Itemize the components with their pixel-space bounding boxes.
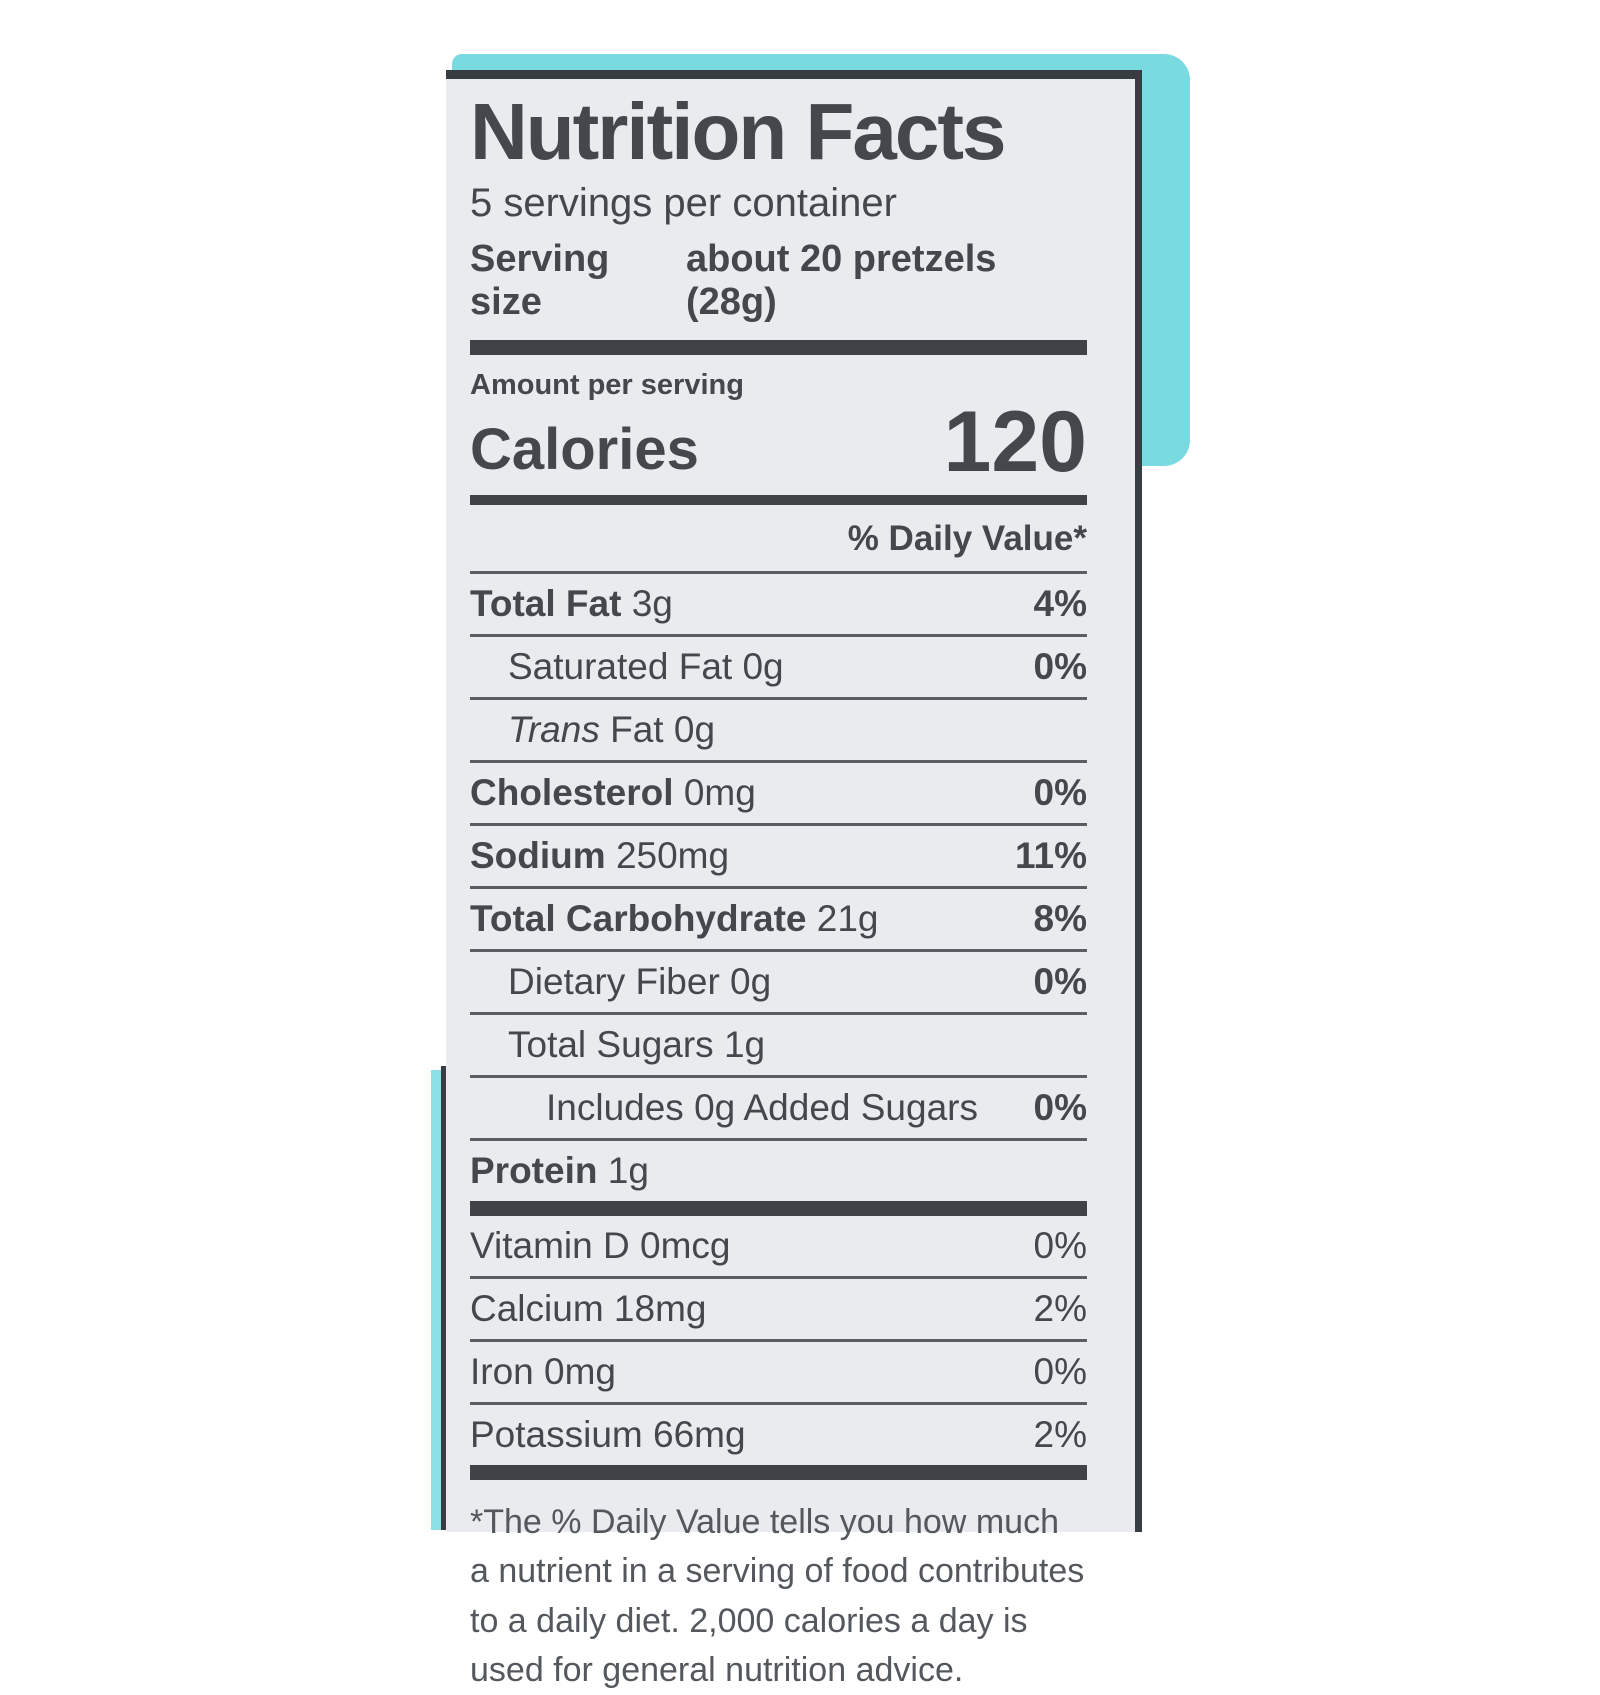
serving-size-value: about 20 pretzels (28g)	[685, 237, 997, 323]
nutrition-facts-label: Nutrition Facts 5 servings per container…	[446, 70, 1142, 1689]
micronutrient-name: Vitamin D 0mcg	[470, 1224, 731, 1266]
nutrient-percent: 0%	[1033, 645, 1087, 687]
nutrient-name: Includes 0g Added Sugars	[546, 1086, 978, 1128]
micronutrient-percent: 2%	[1033, 1413, 1087, 1455]
nutrient-percent: 0%	[1033, 771, 1087, 813]
micronutrient-row-potassium: Potassium 66mg 2%	[470, 1401, 1087, 1465]
nutrient-row-cholesterol: Cholesterol 0mg 0%	[470, 759, 1087, 823]
nutrient-name: Total Carbohydrate 21g	[470, 897, 879, 939]
nutrient-name: Dietary Fiber 0g	[508, 960, 772, 1002]
nutrient-row-dietary-fiber: Dietary Fiber 0g 0%	[470, 948, 1087, 1012]
nutrient-percent: 4%	[1033, 582, 1087, 624]
calories-label: Calories	[470, 417, 699, 483]
nutrient-name: Total Fat 3g	[470, 582, 673, 624]
calories-row: Calories 120	[470, 393, 1088, 490]
nutrient-name: Cholesterol 0mg	[470, 771, 756, 813]
nutrient-percent: 11%	[1014, 834, 1087, 876]
nutrient-row-protein: Protein 1g	[470, 1137, 1087, 1201]
micronutrient-name: Calcium 18mg	[470, 1287, 707, 1329]
micronutrient-percent: 2%	[1033, 1287, 1087, 1329]
nutrient-name: Protein 1g	[470, 1149, 649, 1191]
nutrient-percent: 0%	[1033, 960, 1087, 1002]
micronutrient-name: Potassium 66mg	[470, 1413, 746, 1455]
micronutrient-name: Iron 0mg	[470, 1350, 617, 1392]
nutrient-name: Sodium 250mg	[470, 834, 730, 876]
divider-medium	[470, 494, 1087, 505]
nutrient-row-sodium: Sodium 250mg 11%	[470, 822, 1087, 886]
nutrient-percent: 0%	[1033, 1086, 1087, 1128]
micronutrient-row-calcium: Calcium 18mg 2%	[470, 1275, 1087, 1339]
micronutrient-row-vitamin-d: Vitamin D 0mcg 0%	[470, 1216, 1087, 1276]
nutrient-name: Total Sugars 1g	[508, 1023, 766, 1065]
bag-fold-line-left	[441, 1066, 447, 1530]
micronutrient-percent: 0%	[1033, 1224, 1087, 1266]
daily-value-footnote: *The % Daily Value tells you how much a …	[470, 1502, 1085, 1689]
servings-per-container: 5 servings per container	[470, 180, 897, 225]
nutrient-row-total-carbohydrate: Total Carbohydrate 21g 8%	[470, 885, 1087, 949]
serving-size-label: Serving size	[470, 237, 610, 323]
nutrition-facts-title: Nutrition Facts	[470, 87, 1006, 176]
nutrient-row-total-fat: Total Fat 3g 4%	[470, 570, 1087, 634]
nutrient-name: Saturated Fat 0g	[508, 645, 784, 687]
amount-per-serving-label: Amount per serving	[470, 368, 744, 401]
micronutrient-row-iron: Iron 0mg 0%	[470, 1338, 1087, 1402]
divider-thick	[470, 1200, 1087, 1216]
daily-value-header: % Daily Value*	[847, 518, 1087, 558]
nutrient-row-trans-fat: Trans Fat 0g	[470, 696, 1087, 760]
nutrient-row-total-sugars: Total Sugars 1g	[470, 1011, 1087, 1075]
serving-size-row: Serving size about 20 pretzels (28g)	[470, 238, 1087, 324]
micronutrient-percent: 0%	[1033, 1350, 1087, 1392]
calories-value: 120	[943, 393, 1088, 490]
divider-thick	[470, 1464, 1087, 1480]
nutrient-row-added-sugars: Includes 0g Added Sugars 0%	[470, 1074, 1087, 1138]
divider-thick	[470, 339, 1087, 355]
nutrient-row-saturated-fat: Saturated Fat 0g 0%	[470, 633, 1087, 697]
nutrient-name: Trans Fat 0g	[508, 708, 716, 750]
nutrient-percent: 8%	[1033, 897, 1087, 939]
